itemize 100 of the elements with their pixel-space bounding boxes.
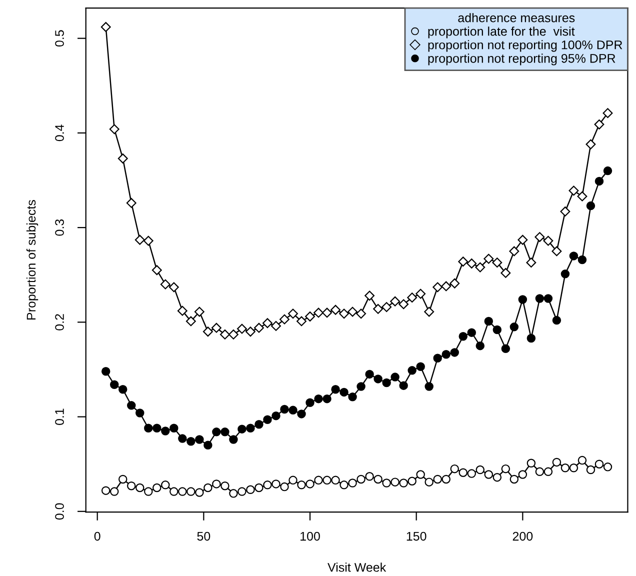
point: [305, 312, 315, 322]
point: [212, 428, 221, 436]
point: [331, 476, 340, 485]
point: [526, 458, 536, 468]
point: [484, 316, 494, 326]
x-tick-label: 0: [94, 532, 100, 541]
point: [161, 426, 170, 436]
point: [263, 415, 272, 424]
point: [390, 478, 400, 486]
point: [552, 316, 562, 325]
point: [160, 279, 170, 290]
point: [340, 388, 348, 397]
point: [109, 124, 120, 134]
point: [450, 464, 459, 474]
y-tick-label: 0.1: [55, 408, 64, 425]
point: [101, 486, 110, 495]
point: [526, 258, 536, 268]
point: [280, 482, 289, 492]
point: [306, 398, 314, 407]
point: [229, 435, 238, 444]
point: [144, 424, 153, 433]
x-axis-title: Visit Week: [328, 562, 386, 572]
point: [586, 201, 596, 210]
point: [272, 411, 280, 420]
point: [365, 472, 374, 481]
point: [544, 294, 553, 303]
point: [484, 470, 494, 479]
point: [475, 262, 486, 272]
point: [382, 378, 391, 388]
point: [518, 295, 528, 304]
point: [424, 478, 434, 486]
point: [348, 392, 357, 402]
point: [186, 437, 196, 446]
point: [365, 370, 374, 379]
point: [101, 367, 110, 376]
point: [110, 487, 119, 496]
point: [178, 434, 187, 443]
point: [356, 474, 366, 484]
point: [500, 268, 511, 278]
point: [204, 440, 212, 450]
point: [373, 304, 384, 314]
point: [211, 322, 222, 333]
point: [398, 299, 409, 310]
point: [476, 341, 485, 350]
point: [382, 478, 391, 488]
point: [518, 470, 528, 479]
point: [288, 476, 298, 485]
point: [408, 366, 416, 375]
point: [390, 296, 400, 306]
x-tick-label: 50: [197, 532, 210, 541]
point: [586, 139, 596, 150]
point: [467, 469, 476, 478]
point: [509, 246, 520, 256]
point: [229, 489, 238, 498]
point: [136, 408, 144, 418]
point: [220, 330, 230, 340]
point: [118, 154, 128, 164]
point: [220, 481, 230, 490]
point: [161, 480, 170, 490]
point: [408, 476, 416, 486]
point: [339, 308, 350, 319]
point: [348, 478, 357, 488]
point: [501, 344, 510, 354]
point: [195, 435, 204, 444]
point: [577, 191, 588, 202]
y-tick-label: 0.2: [55, 314, 64, 330]
point: [510, 474, 519, 484]
point: [569, 252, 578, 260]
point: [330, 304, 341, 315]
point: [288, 308, 298, 319]
point: [432, 282, 443, 292]
point: [178, 487, 187, 496]
point: [433, 474, 442, 484]
point: [492, 472, 502, 482]
point: [492, 258, 502, 268]
point: [356, 308, 366, 319]
legend-label: proportion not reporting 100% DPR: [428, 40, 622, 52]
point: [186, 487, 196, 496]
point: [136, 483, 144, 492]
point: [374, 374, 382, 384]
point: [603, 462, 612, 472]
point: [526, 334, 536, 343]
y-tick-label: 0.4: [55, 124, 64, 142]
point: [296, 316, 306, 326]
point: [314, 394, 323, 404]
point: [322, 308, 332, 318]
x-tick-label: 150: [406, 532, 426, 541]
point: [126, 481, 136, 490]
point: [364, 290, 375, 301]
point: [152, 265, 162, 276]
point: [560, 206, 570, 216]
point: [433, 354, 442, 363]
point: [168, 282, 179, 292]
point: [348, 306, 358, 317]
y-tick-label: 0.0: [55, 503, 64, 520]
point: [322, 476, 332, 485]
point: [560, 464, 570, 472]
point: [314, 308, 324, 318]
point: [399, 478, 408, 488]
point: [100, 22, 111, 32]
